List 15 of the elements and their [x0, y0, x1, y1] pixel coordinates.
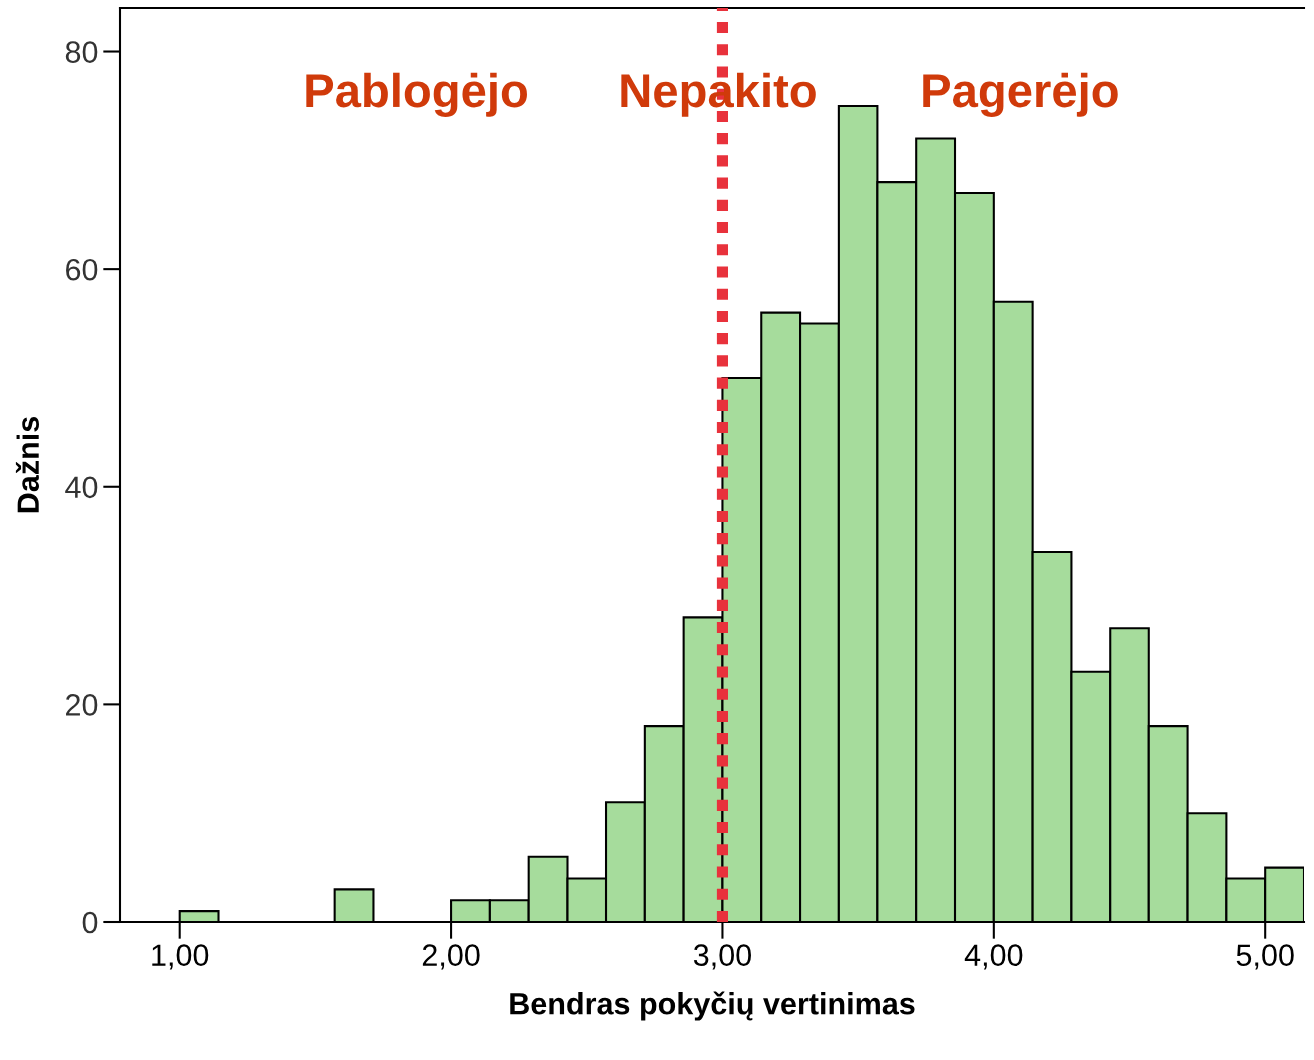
y-tick-label: 40: [65, 476, 98, 499]
x-tick-label: 5,00: [1236, 944, 1294, 970]
annotation: Nepakito: [621, 72, 816, 117]
y-axis-title: Dažnis: [15, 417, 39, 513]
annotation: Pagerėjo: [923, 72, 1118, 117]
y-tick-label: 60: [66, 258, 98, 281]
x-axis-title: Bendras pokyčių vertinimas: [510, 991, 915, 1021]
x-tick-label: 4,00: [964, 944, 1023, 970]
x-tick-label: 2,00: [422, 944, 480, 970]
y-tick-label: 80: [65, 41, 98, 63]
x-tick-label: 3,00: [693, 944, 751, 970]
y-tick-label: 0: [82, 911, 98, 934]
y-tick-label: 20: [66, 694, 98, 716]
annotation: Pablogėjo: [306, 72, 527, 117]
x-tick-label: 1,00: [152, 944, 209, 970]
